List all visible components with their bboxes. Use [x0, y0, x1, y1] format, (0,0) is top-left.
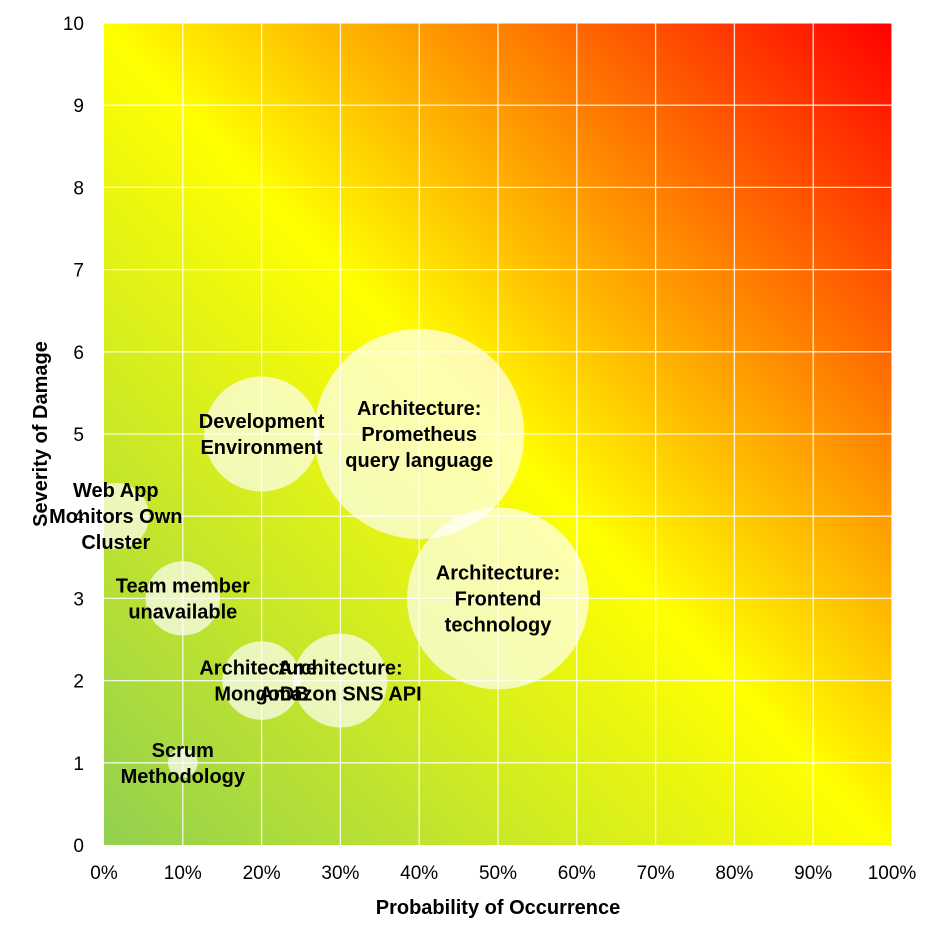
bubble [145, 561, 220, 636]
bubble [222, 641, 301, 720]
x-axis-title: Probability of Occurrence [376, 897, 621, 919]
bubble [407, 507, 589, 690]
x-tick-label: 30% [321, 863, 359, 884]
bubble [314, 329, 525, 539]
bubble-label: Architecture: Frontend technology [436, 562, 560, 636]
y-tick-label: 10 [63, 14, 84, 35]
x-tick-label: 100% [868, 863, 917, 884]
y-tick-label: 6 [73, 343, 84, 364]
x-axis-ticks: 0% 10% 20% 30% 40% 50% 60% 70% 80% 90% 100% [90, 863, 916, 884]
bubble-label: Scrum Methodology [121, 740, 246, 788]
bubble [167, 747, 198, 778]
x-tick-label: 60% [558, 863, 596, 884]
x-tick-label: 70% [637, 863, 675, 884]
y-tick-label: 7 [73, 261, 84, 282]
y-tick-label: 3 [73, 589, 84, 610]
bubble-label: Web App Monitors Own Cluster [49, 480, 182, 554]
bubble-label: Architecture: MongoDB [199, 658, 323, 706]
x-tick-label: 10% [164, 863, 202, 884]
y-tick-label: 4 [73, 507, 84, 528]
y-tick-label: 0 [73, 836, 84, 857]
y-tick-label: 8 [73, 178, 84, 199]
bubble [204, 376, 320, 492]
x-tick-label: 50% [479, 863, 517, 884]
y-tick-label: 1 [73, 754, 84, 775]
x-tick-label: 80% [715, 863, 753, 884]
bubble-label: Development Environment [199, 411, 325, 459]
bubble [82, 482, 150, 550]
bubble-label: Architecture: Amazon SNS API [259, 658, 422, 706]
y-tick-label: 5 [73, 425, 84, 446]
bubble [293, 633, 388, 728]
bubbles [82, 329, 589, 778]
x-tick-label: 40% [400, 863, 438, 884]
y-axis-ticks: 0 1 2 3 4 5 6 7 8 9 10 [63, 14, 85, 857]
y-axis-title: Severity of Damage [30, 341, 52, 527]
bubble-labels: Development Environment Architecture: Prome… [49, 398, 560, 788]
x-tick-label: 90% [794, 863, 832, 884]
bubble-label: Team member unavailable [116, 575, 250, 623]
bubble-label: Architecture: Prometheus query language [345, 398, 493, 472]
y-tick-label: 2 [73, 672, 84, 693]
x-tick-label: 0% [90, 863, 118, 884]
y-tick-label: 9 [73, 96, 84, 117]
x-tick-label: 20% [243, 863, 281, 884]
